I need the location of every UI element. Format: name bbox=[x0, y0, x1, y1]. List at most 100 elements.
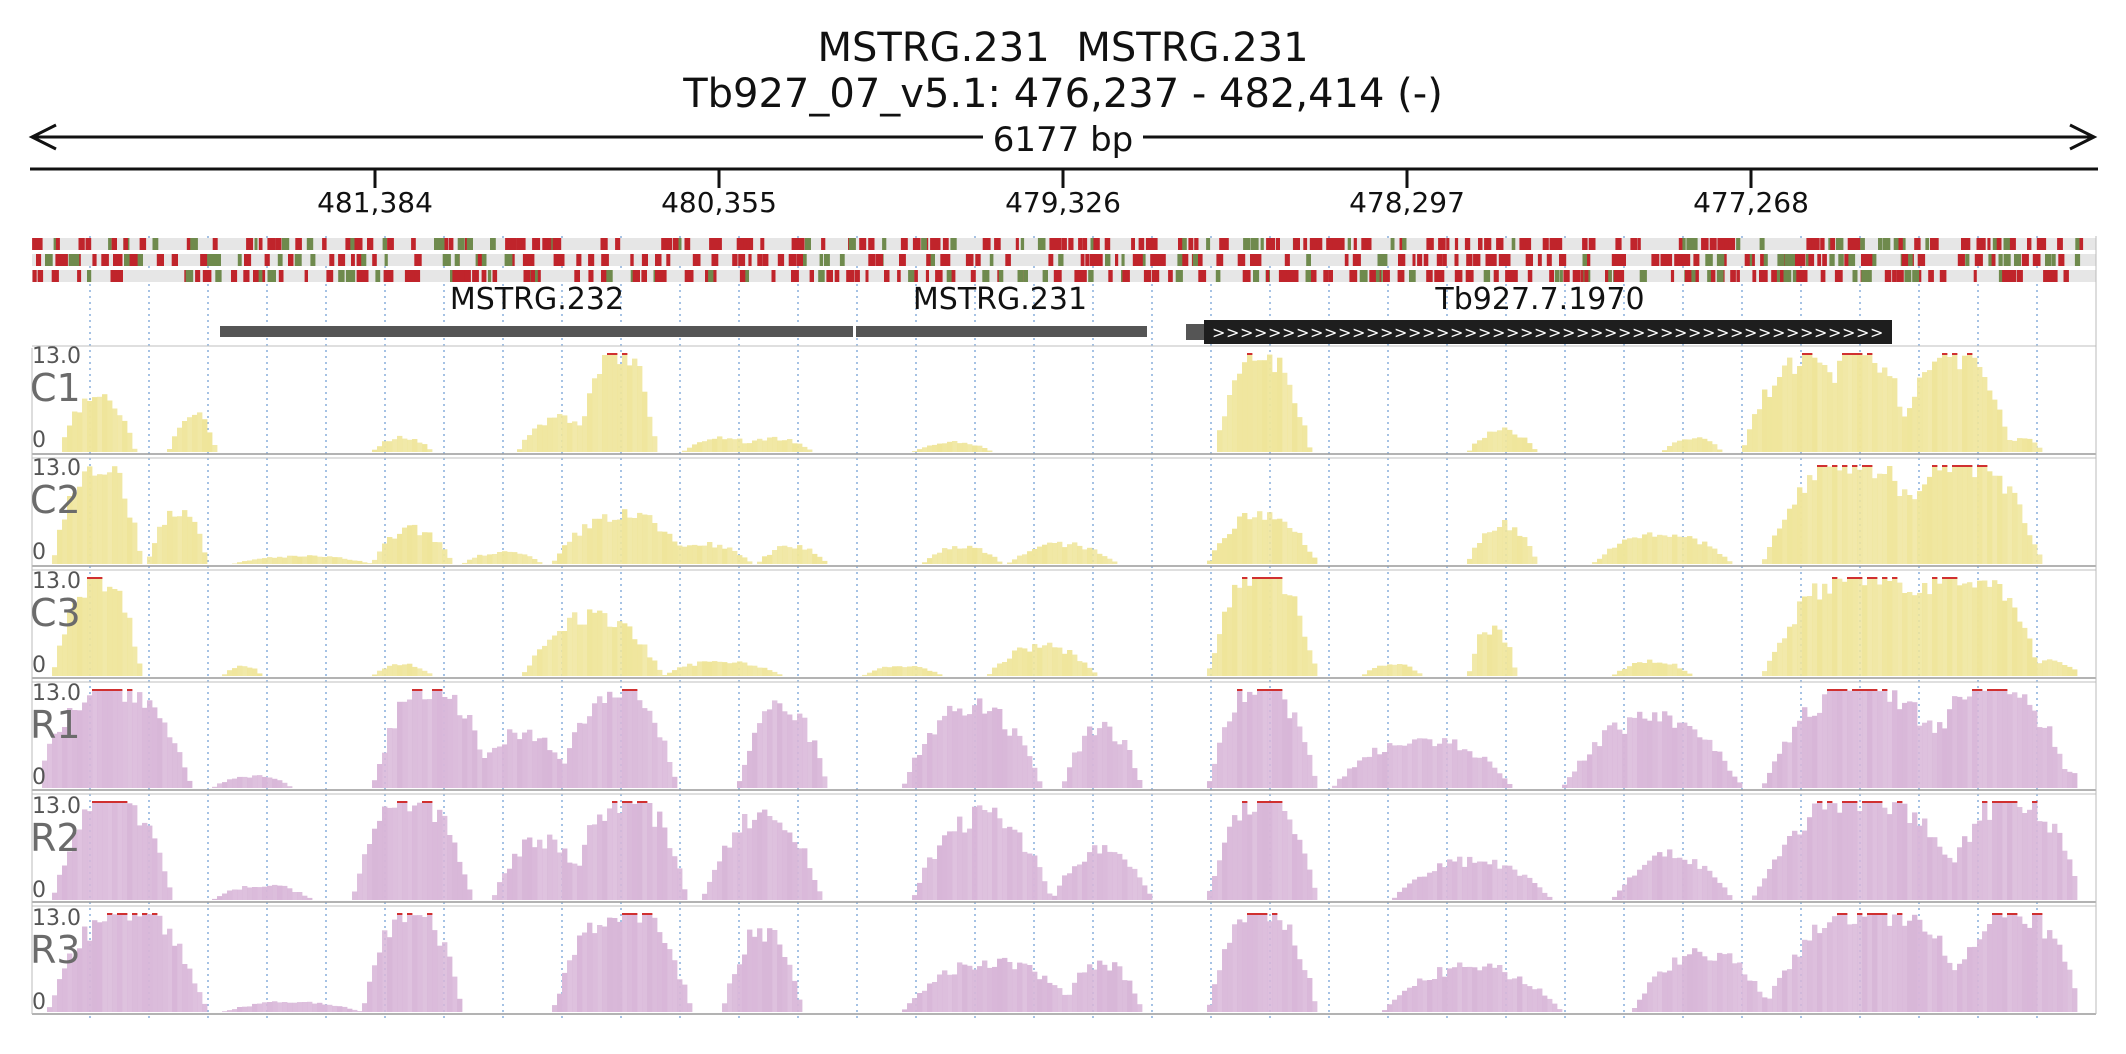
coverage-bar bbox=[1792, 504, 1798, 564]
variant-mark bbox=[2009, 238, 2016, 250]
coverage-bar bbox=[957, 548, 963, 564]
coverage-bar bbox=[362, 1003, 368, 1012]
coverage-bar bbox=[757, 723, 763, 788]
coverage-bar bbox=[967, 965, 973, 1012]
variant-mark bbox=[345, 270, 352, 282]
track-name-r1[interactable]: R1 bbox=[30, 703, 81, 747]
coverage-bar bbox=[367, 563, 373, 564]
coverage-bar bbox=[1112, 741, 1118, 788]
clipped-marker bbox=[107, 913, 113, 915]
coverage-bar bbox=[302, 1002, 308, 1012]
coverage-bar bbox=[1457, 962, 1463, 1012]
variant-mark bbox=[140, 238, 144, 250]
coverage-bar bbox=[537, 839, 543, 900]
coverage-bar bbox=[987, 812, 993, 900]
coverage-bar bbox=[1237, 820, 1243, 900]
variant-mark bbox=[2017, 270, 2023, 282]
coverage-bar bbox=[2057, 662, 2063, 676]
coverage-bar bbox=[1092, 845, 1098, 900]
coverage-bar bbox=[1132, 768, 1138, 788]
coverage-bar bbox=[952, 441, 958, 452]
coverage-bar bbox=[977, 548, 983, 564]
coverage-bar bbox=[657, 932, 663, 1012]
coverage-bar bbox=[397, 914, 403, 1012]
coverage-bar bbox=[457, 998, 463, 1012]
variant-mark bbox=[1423, 254, 1429, 266]
variant-mark bbox=[1523, 238, 1527, 250]
variant-mark bbox=[1426, 270, 1433, 282]
variant-mark bbox=[1464, 238, 1471, 250]
variant-mark bbox=[1897, 270, 1904, 282]
coverage-bar bbox=[1077, 661, 1083, 676]
coverage-bar bbox=[917, 449, 923, 452]
coverage-bar bbox=[207, 432, 213, 452]
track-y-min: 0 bbox=[32, 540, 46, 565]
coverage-bar bbox=[952, 831, 958, 900]
coverage-bar bbox=[362, 854, 368, 900]
coverage-bar bbox=[132, 805, 138, 900]
coverage-bar bbox=[127, 803, 133, 900]
coverage-bar bbox=[1672, 663, 1678, 676]
coverage-bar bbox=[1612, 722, 1618, 788]
variant-mark bbox=[1402, 254, 1406, 266]
coverage-bar bbox=[1622, 668, 1628, 676]
coverage-bar bbox=[2032, 442, 2038, 452]
track-name-c3[interactable]: C3 bbox=[30, 591, 81, 635]
variant-mark bbox=[492, 270, 498, 282]
track-name-r3[interactable]: R3 bbox=[30, 928, 81, 972]
coverage-bar bbox=[1097, 960, 1103, 1012]
coverage-bar bbox=[102, 474, 108, 564]
coverage-bar bbox=[757, 928, 763, 1012]
track-name-r2[interactable]: R2 bbox=[30, 816, 81, 860]
coverage-bar bbox=[1227, 721, 1233, 788]
coverage-bar bbox=[1312, 887, 1318, 900]
variant-mark bbox=[1718, 270, 1724, 282]
coverage-bar bbox=[1562, 784, 1568, 788]
clipped-marker bbox=[117, 689, 123, 691]
coverage-bar bbox=[507, 551, 513, 564]
variant-mark bbox=[124, 254, 131, 266]
coverage-bar bbox=[772, 550, 778, 564]
coverage-bar bbox=[2022, 694, 2028, 788]
coverage-bar bbox=[372, 828, 378, 900]
clipped-marker bbox=[1897, 801, 1903, 803]
coverage-bar bbox=[1902, 925, 1908, 1012]
coverage-bar bbox=[1692, 729, 1698, 788]
coverage-bar bbox=[1527, 443, 1533, 452]
feature-label-tb927-7-1970[interactable]: Tb927.7.1970 bbox=[1435, 282, 1645, 317]
variant-mark bbox=[1848, 254, 1856, 266]
clipped-marker bbox=[622, 801, 628, 803]
variant-mark bbox=[156, 254, 164, 266]
clipped-marker bbox=[1952, 353, 1958, 355]
coverage-bar bbox=[1657, 721, 1663, 788]
coverage-bar bbox=[952, 711, 958, 788]
coverage-bar bbox=[1472, 862, 1478, 900]
coverage-bar bbox=[632, 914, 638, 1012]
coverage-bar bbox=[1622, 539, 1628, 564]
coverage-bar bbox=[1232, 528, 1238, 564]
coverage-bar bbox=[72, 832, 78, 900]
variant-mark bbox=[1694, 270, 1699, 282]
coverage-bar bbox=[422, 670, 428, 676]
coverage-bar bbox=[972, 806, 978, 900]
coverage-bar bbox=[67, 612, 73, 676]
coverage-bar bbox=[792, 842, 798, 900]
coverage-bar bbox=[2052, 938, 2058, 1012]
clipped-marker bbox=[1852, 465, 1858, 467]
feature-label-mstrg-231[interactable]: MSTRG.231 bbox=[912, 282, 1088, 317]
coverage-bar bbox=[1752, 981, 1758, 1012]
variant-mark bbox=[908, 270, 915, 282]
track-y-min: 0 bbox=[32, 653, 46, 678]
variant-mark bbox=[2058, 254, 2065, 266]
variant-mark bbox=[745, 270, 749, 282]
coverage-bar bbox=[1982, 802, 1988, 900]
clipped-marker bbox=[122, 913, 128, 915]
track-name-c1[interactable]: C1 bbox=[30, 366, 81, 410]
coverage-bar bbox=[1292, 596, 1298, 676]
coverage-bar bbox=[922, 867, 928, 900]
feature-label-mstrg-232[interactable]: MSTRG.232 bbox=[449, 282, 625, 317]
coverage-bar bbox=[1097, 853, 1103, 900]
track-name-c2[interactable]: C2 bbox=[30, 478, 81, 522]
coverage-bar bbox=[137, 550, 143, 564]
coverage-bar bbox=[1802, 830, 1808, 900]
